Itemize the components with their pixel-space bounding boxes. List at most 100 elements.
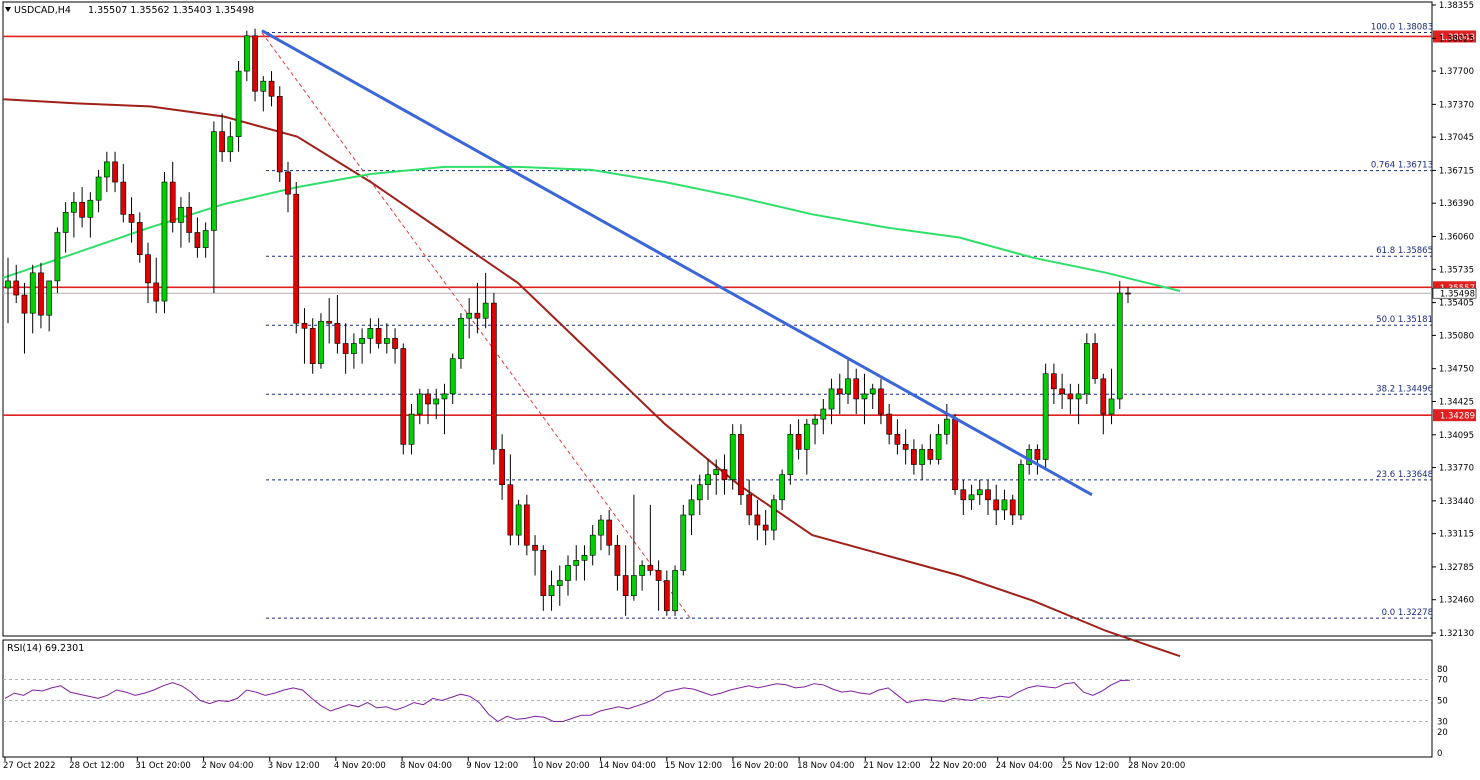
candle-body	[771, 499, 777, 531]
candle-body	[128, 214, 135, 223]
candle-body	[853, 378, 860, 400]
candle-body	[663, 580, 670, 612]
level-price-tag	[1433, 30, 1476, 43]
candle-body	[301, 322, 308, 329]
candle-body	[359, 338, 365, 344]
candle-body	[318, 320, 324, 364]
time-tick-label: 31 Oct 20:00	[135, 761, 190, 771]
candle-body	[532, 544, 538, 551]
candle-body	[21, 294, 28, 314]
rsi-line	[4, 679, 1131, 723]
price-tick-label: 1.32785	[1439, 563, 1474, 573]
candle-body	[565, 565, 571, 581]
time-tick-label: 10 Nov 20:00	[532, 761, 589, 771]
candle-body	[556, 580, 563, 586]
candle-body	[153, 282, 160, 302]
candle-body	[433, 398, 440, 405]
collapse-triangle-icon[interactable]	[5, 7, 11, 12]
candle-body	[614, 544, 621, 576]
candle-body	[1108, 398, 1115, 415]
fib-level-label: 61.8 1.35865	[1376, 246, 1433, 256]
candle-body	[927, 449, 934, 460]
candle-body	[178, 206, 184, 223]
candle-body	[285, 171, 291, 195]
candle-body	[161, 181, 168, 302]
candle-body	[466, 312, 473, 319]
candle-body	[589, 534, 596, 556]
price-tick-label: 1.35080	[1439, 331, 1474, 341]
candle-body	[1051, 373, 1057, 390]
candle-body	[416, 393, 423, 415]
candle-body	[762, 524, 769, 531]
candle-body	[29, 272, 36, 314]
candle-body	[186, 206, 193, 233]
time-tick-label: 27 Oct 2022	[3, 761, 56, 771]
candle-body	[1018, 464, 1024, 516]
price-tick-label: 1.32460	[1439, 596, 1474, 606]
price-tick-label: 1.36390	[1439, 199, 1474, 209]
candle-body	[1034, 449, 1041, 460]
candle-body	[202, 230, 209, 248]
candle-body	[211, 131, 217, 231]
candle-body	[721, 469, 728, 480]
candle-body	[383, 338, 390, 344]
candle-body	[112, 161, 118, 183]
candle-body	[400, 348, 407, 445]
candle-body	[38, 272, 44, 316]
rsi-tick-label: 30	[1437, 718, 1448, 728]
time-tick-label: 24 Nov 04:00	[996, 761, 1053, 771]
candle-body	[812, 418, 818, 425]
candle-body	[952, 418, 958, 491]
price-axis: 1.38355 1.38025 1.37700 1.37370 1.37045 1.367…	[1432, 1, 1474, 639]
time-tick-label: 25 Nov 12:00	[1062, 761, 1119, 771]
candle-body	[894, 433, 901, 445]
candle-body	[968, 494, 975, 501]
ohlc-readout: 1.35507 1.35562 1.35403 1.35498	[88, 5, 254, 16]
fib-level-label: 100.0 1.38083	[1371, 22, 1433, 32]
candle-body	[1125, 292, 1131, 295]
time-tick-label: 21 Nov 12:00	[863, 761, 920, 771]
candle-body	[351, 343, 357, 354]
candle-body	[491, 302, 497, 450]
candle-body	[1116, 292, 1123, 400]
time-tick-label: 18 Nov 04:00	[797, 761, 854, 771]
trendline-group[interactable]	[261, 29, 1093, 497]
candle-body	[136, 222, 143, 255]
candle-body	[252, 35, 258, 92]
candle-body	[1009, 499, 1016, 516]
candle-body	[260, 80, 267, 92]
price-tick-label: 1.33440	[1439, 497, 1474, 507]
price-tick-label: 1.37700	[1439, 67, 1474, 77]
candle-body	[902, 444, 909, 450]
candle-body	[1075, 393, 1082, 400]
descending-trendline	[261, 29, 1093, 497]
candle-body	[1067, 393, 1074, 400]
candle-body	[219, 131, 225, 153]
candle-body	[919, 449, 925, 465]
candle-body	[243, 35, 250, 72]
candle-body	[960, 489, 967, 501]
candle-body	[449, 358, 456, 395]
candle-body	[943, 418, 950, 435]
candle-body	[1001, 499, 1008, 511]
rsi-pane-frame	[2, 639, 1433, 758]
level-price-tag	[1433, 409, 1476, 422]
candle-body	[688, 499, 695, 516]
candle-body	[515, 504, 522, 536]
candle-body	[878, 388, 884, 415]
price-tick-label: 1.35735	[1439, 265, 1474, 275]
candle-body	[46, 280, 53, 316]
price-tick-label: 1.33770	[1439, 464, 1474, 474]
candle-body	[523, 504, 530, 546]
rsi-tick-label: 80	[1437, 665, 1448, 675]
fib-level-label: 38.2 1.34496	[1376, 384, 1433, 394]
candle-body	[1092, 343, 1098, 380]
price-tick-label: 1.34095	[1439, 431, 1474, 441]
candle-body	[326, 320, 333, 324]
candle-body	[1059, 388, 1065, 395]
candle-body	[54, 232, 61, 282]
rsi-tick-label: 20	[1437, 728, 1448, 738]
candle-body	[276, 95, 283, 173]
